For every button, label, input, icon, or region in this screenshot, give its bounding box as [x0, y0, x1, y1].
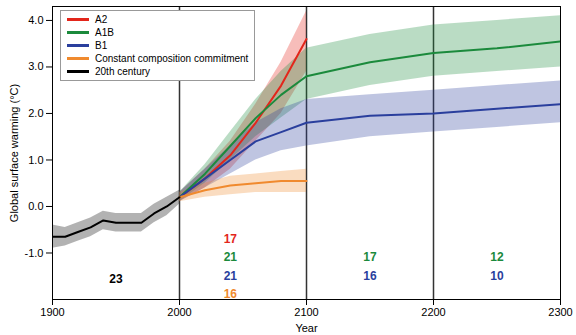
svg-text:2.0: 2.0 — [28, 107, 43, 119]
html-text:A1B: A1B — [95, 27, 114, 38]
svg-text:Global surface warming (°C): Global surface warming (°C) — [8, 84, 20, 222]
svg-text:2200: 2200 — [421, 306, 445, 318]
svg-text:1.0: 1.0 — [28, 153, 43, 165]
svg-text:2000: 2000 — [167, 306, 191, 318]
svg-text:1900: 1900 — [40, 306, 64, 318]
svg-text:3.0: 3.0 — [28, 60, 43, 72]
svg-text:4.0: 4.0 — [28, 14, 43, 26]
svg-text:0.0: 0.0 — [28, 200, 43, 212]
svg-text:10: 10 — [490, 269, 504, 283]
svg-text:-1.0: -1.0 — [25, 247, 44, 259]
html-text:20th century: 20th century — [95, 66, 150, 77]
svg-text:12: 12 — [490, 250, 504, 264]
html-text:A2: A2 — [95, 14, 108, 25]
svg-text:17: 17 — [224, 232, 238, 246]
html-text:Constant composition commitmen: Constant composition commitment — [95, 53, 249, 64]
html-text:B1: B1 — [95, 40, 108, 51]
svg-text:23: 23 — [109, 272, 123, 286]
svg-text:2100: 2100 — [294, 306, 318, 318]
svg-text:Year: Year — [295, 322, 318, 334]
svg-text:2300: 2300 — [548, 306, 572, 318]
svg-text:21: 21 — [224, 269, 238, 283]
svg-text:21: 21 — [224, 250, 238, 264]
svg-text:16: 16 — [363, 269, 377, 283]
svg-text:16: 16 — [224, 287, 238, 301]
svg-text:17: 17 — [363, 250, 377, 264]
